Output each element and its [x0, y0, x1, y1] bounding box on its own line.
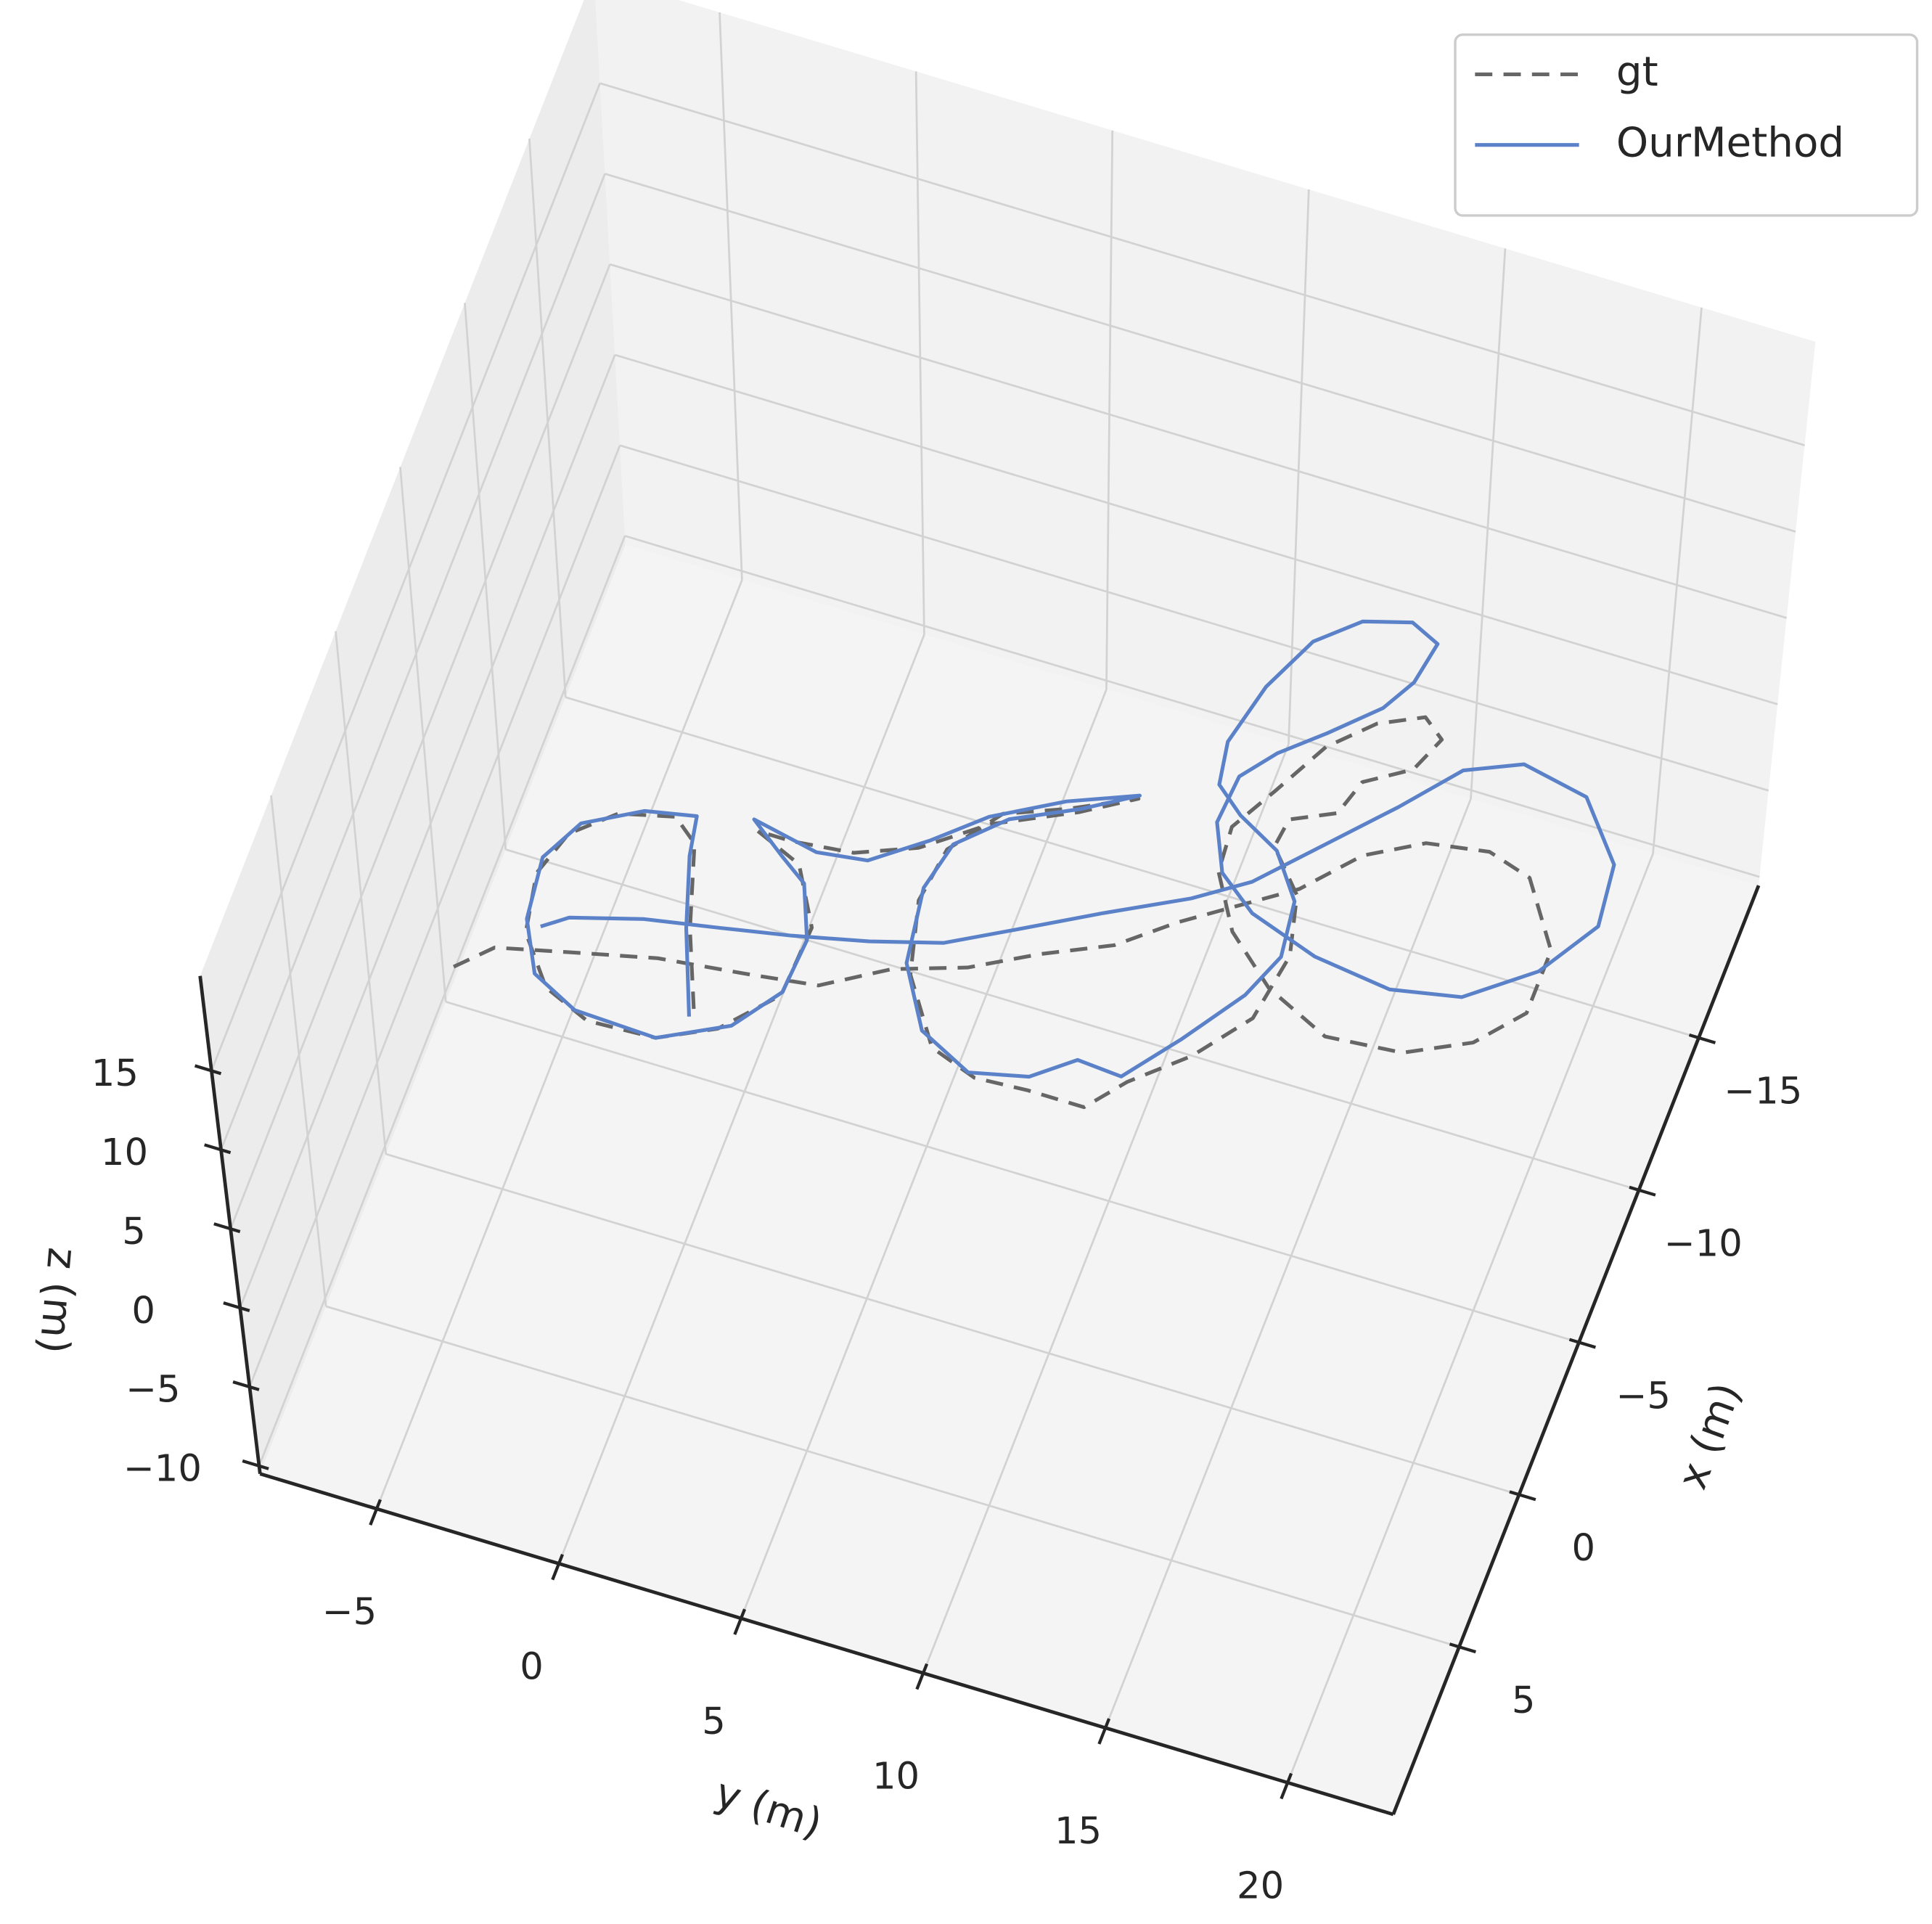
grid-line: [1470, 248, 1507, 800]
grid-line: [258, 535, 626, 1467]
grid-line: [557, 634, 925, 1564]
grid-line: [740, 689, 1108, 1619]
y-tick: [551, 1553, 565, 1581]
x-tick: [1509, 1490, 1536, 1502]
grid-line: [505, 848, 1640, 1192]
grid-line: [528, 139, 567, 697]
y-tick: [1280, 1772, 1293, 1800]
grid-line: [270, 795, 327, 1307]
grid-line: [609, 263, 1788, 619]
y-axis-line: [259, 1472, 1394, 1817]
grid-line: [914, 71, 925, 635]
z-tick-label: 15: [91, 1052, 139, 1095]
y-tick-label: −5: [322, 1590, 377, 1634]
y-tick: [733, 1608, 747, 1635]
z-tick-label: 5: [122, 1210, 146, 1253]
y-tick-label: 10: [872, 1754, 920, 1798]
grid-line: [325, 1305, 1460, 1648]
z-tick: [204, 1143, 232, 1155]
grid-line: [922, 743, 1290, 1674]
z-tick-label: 10: [101, 1131, 148, 1174]
grid-line: [605, 173, 1796, 533]
grid-line: [375, 579, 743, 1510]
grid-line: [335, 631, 388, 1155]
grid-line: [1105, 130, 1114, 690]
z-tick-label: 0: [131, 1289, 155, 1333]
grid-line: [1286, 853, 1654, 1783]
legend-box: [1454, 33, 1919, 217]
y-tick-label: 15: [1055, 1809, 1102, 1853]
grid-line: [248, 445, 621, 1388]
grid-line: [599, 82, 1805, 446]
grid-line: [210, 83, 601, 1071]
grid-line: [719, 12, 743, 581]
grid-line: [614, 353, 1778, 705]
grid-line: [229, 263, 611, 1229]
y-tick: [915, 1663, 929, 1690]
x-tick: [1449, 1642, 1476, 1654]
x-tick: [1568, 1338, 1597, 1349]
grid: [210, 12, 1805, 1783]
pane-left: [200, 0, 626, 1474]
legend-label: OurMethod: [1616, 119, 1844, 166]
x-tick-label: −15: [1724, 1070, 1802, 1113]
x-axis-label: x (m): [1669, 1377, 1750, 1495]
x-tick-label: 0: [1571, 1526, 1595, 1570]
axes: −5 0 5 10 15 20 −15 −10 −5 0 5 −10 −5 0 5 10 15: [91, 885, 1802, 1907]
z-tick: [194, 1064, 222, 1076]
x-tick: [1688, 1033, 1716, 1044]
y-tick: [1097, 1718, 1111, 1745]
y-tick-label: 5: [702, 1700, 726, 1743]
grid-line: [399, 467, 447, 1002]
y-tick-label: 20: [1237, 1864, 1284, 1907]
grid-line: [464, 303, 507, 850]
x-axis-line: [1391, 885, 1761, 1815]
series-line: [525, 619, 1616, 1079]
grid-line: [385, 1153, 1520, 1496]
y-tick-label: 0: [520, 1645, 544, 1688]
y-tick: [369, 1499, 382, 1526]
legend-label: gt: [1616, 49, 1658, 96]
grid-line: [1104, 798, 1472, 1729]
legend: gt OurMethod: [1454, 33, 1919, 217]
x-tick: [1629, 1185, 1656, 1197]
grid-line: [445, 1000, 1579, 1343]
z-tick-label: −10: [123, 1447, 202, 1491]
z-tick-label: −5: [126, 1368, 180, 1412]
z-tick: [242, 1459, 269, 1470]
x-tick-label: −10: [1664, 1222, 1743, 1266]
z-tick: [223, 1301, 250, 1312]
grid-line: [1288, 189, 1310, 745]
grid-line: [624, 535, 1760, 878]
x-tick-label: 5: [1512, 1679, 1536, 1722]
z-axis-line: [198, 975, 262, 1474]
z-axis-label: z (m): [30, 1245, 86, 1355]
y-axis-label: y (m): [709, 1769, 827, 1848]
lines: [452, 619, 1616, 1110]
grid-line: [619, 444, 1769, 792]
z-tick: [213, 1222, 241, 1234]
pane-floor: [260, 544, 1759, 1814]
x-tick-label: −5: [1616, 1374, 1671, 1417]
grid-line: [220, 173, 606, 1150]
z-tick: [232, 1380, 260, 1391]
grid-line: [1652, 307, 1703, 854]
grid-line: [239, 354, 616, 1309]
